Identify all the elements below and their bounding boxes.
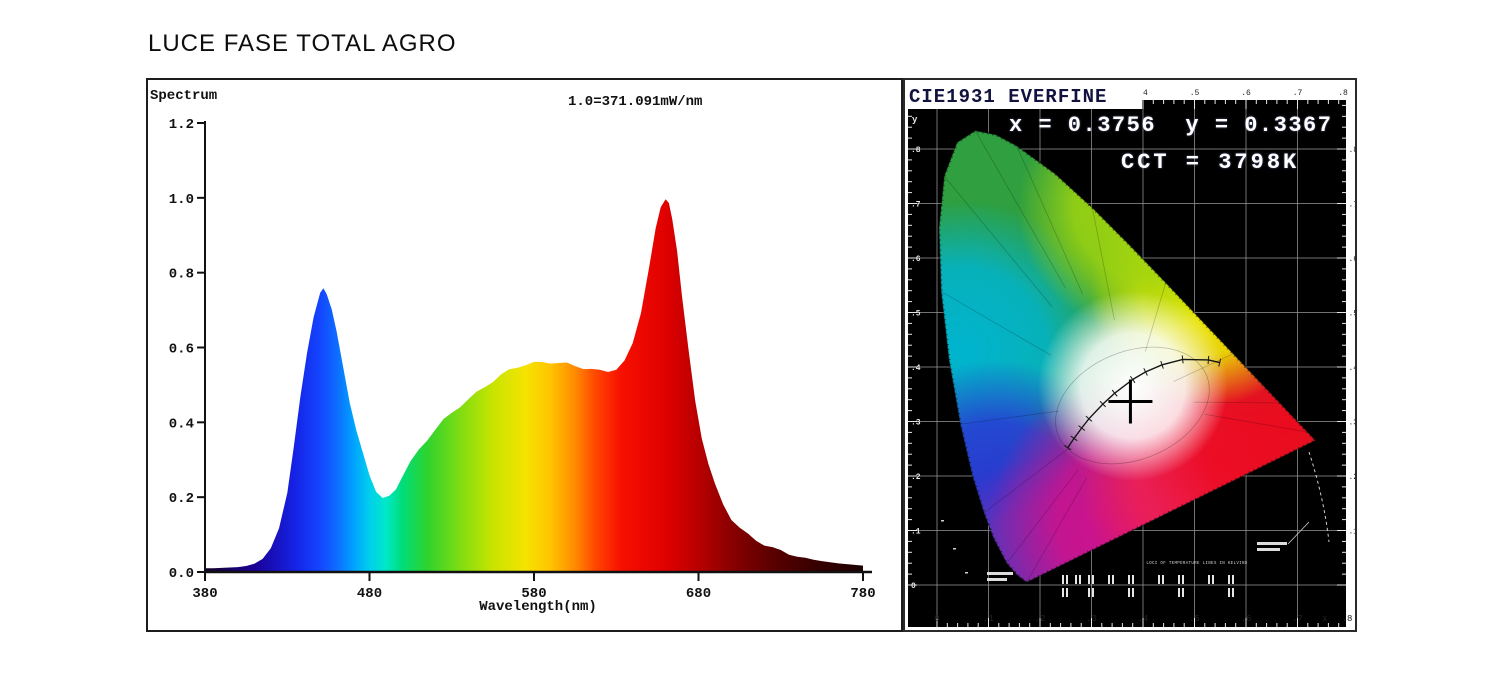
spectrum-y-tick-label: 0.2	[169, 491, 194, 507]
cie-x-axis-letter: x	[1322, 614, 1327, 624]
spectrum-x-tick-label: 680	[686, 586, 711, 602]
svg-text:.5: .5	[1190, 89, 1200, 98]
planckian-isotherm-ticks	[1064, 355, 1222, 451]
spectrum-x-tick-label: 780	[850, 586, 875, 602]
cie-chromaticity-chart: 0 .1 .2 .3 .4 .5 .6 .7 .8 y .1 .2 .3 .4 .5 .6 .7 .8 .4 .5 .6…	[908, 89, 1355, 627]
svg-text:.5: .5	[911, 310, 921, 319]
cie-cct-annotation: CCT = 3798K	[1121, 150, 1300, 175]
spectrum-scale-annotation: 1.0=371.091mW/nm	[568, 94, 703, 110]
planckian-locus	[1067, 358, 1220, 449]
svg-text:.1: .1	[911, 528, 921, 537]
svg-text:.2: .2	[1349, 473, 1356, 482]
svg-text:.3: .3	[1349, 419, 1356, 428]
spectrum-y-tick-label: 1.2	[169, 117, 194, 133]
cie-xy-annotation: x = 0.3756 y = 0.3367	[1009, 113, 1333, 138]
svg-text:.6: .6	[1241, 614, 1252, 624]
spectrum-x-tick-label: 580	[521, 586, 546, 602]
spectrum-area	[205, 199, 863, 573]
svg-text:.1: .1	[1349, 528, 1356, 537]
svg-text:.8: .8	[1342, 614, 1353, 624]
spectrum-x-tick-label: 480	[357, 586, 382, 602]
svg-text:.6: .6	[1241, 89, 1251, 98]
spectrum-panel: 1.2 1.0 0.8 0.6 0.4 0.2 0.0 380 480 580 680 780 Spe…	[146, 78, 903, 632]
svg-text:.1: .1	[983, 614, 994, 624]
svg-text:.5: .5	[1189, 614, 1200, 624]
spectrum-y-tick-label: 0.8	[169, 267, 194, 283]
cie-header: CIE1931 EVERFINE	[907, 85, 1142, 109]
svg-text:.5: .5	[1349, 310, 1356, 319]
svg-text:0: 0	[934, 614, 939, 624]
svg-text:.4: .4	[1138, 89, 1148, 98]
svg-text:.3: .3	[1086, 614, 1097, 624]
svg-text:0: 0	[911, 582, 916, 591]
cie-panel: 0 .1 .2 .3 .4 .5 .6 .7 .8 y .1 .2 .3 .4 .5 .6 .7 .8 .4 .5 .6…	[903, 78, 1357, 632]
svg-text:.7: .7	[1349, 201, 1356, 210]
svg-text:.4: .4	[1349, 364, 1356, 373]
svg-text:.4: .4	[911, 364, 921, 373]
svg-text:.8: .8	[1349, 146, 1356, 155]
cie-cct-scale-marks	[1062, 575, 1234, 597]
svg-text:.4: .4	[1138, 614, 1149, 624]
cie-small-labels	[941, 451, 1330, 581]
spectrum-x-axis-title: Wavelength(nm)	[479, 599, 597, 615]
cie-y-axis-letter: y	[912, 115, 918, 125]
spectrum-chart: 1.2 1.0 0.8 0.6 0.4 0.2 0.0 380 480 580 680 780	[169, 117, 876, 602]
spectrum-title: Spectrum	[150, 88, 218, 104]
spectrum-y-tick-label: 1.0	[169, 192, 194, 208]
svg-text:.8: .8	[1338, 89, 1348, 98]
svg-text:.7: .7	[1292, 614, 1303, 624]
cie-axis-labels: 0 .1 .2 .3 .4 .5 .6 .7 .8 y .1 .2 .3 .4 .5 .6 .7 .8 .4 .5 .6…	[911, 89, 1355, 624]
svg-text:.8: .8	[911, 146, 921, 155]
cie-region-lines	[941, 130, 1308, 583]
spectrum-x-tick-label: 380	[192, 586, 217, 602]
measurement-cross	[1108, 379, 1153, 424]
spectrum-y-tick-label: 0.0	[169, 566, 194, 582]
svg-text:.6: .6	[1349, 255, 1356, 264]
cie-white-region-boundary	[1055, 346, 1210, 465]
spectrum-y-tick-label: 0.4	[169, 416, 194, 432]
page-title: LUCE FASE TOTAL AGRO	[148, 30, 457, 57]
svg-text:.7: .7	[911, 201, 921, 210]
spectrum-y-tick-label: 0.6	[169, 341, 194, 357]
svg-text:.7: .7	[1293, 89, 1303, 98]
cie-temperature-loci-label: LOCI OF TEMPERATURE LINES IN KELVINS	[1146, 562, 1247, 566]
svg-text:.2: .2	[911, 473, 921, 482]
svg-text:.6: .6	[911, 255, 921, 264]
svg-text:.3: .3	[911, 419, 921, 428]
svg-text:.2: .2	[1035, 614, 1046, 624]
